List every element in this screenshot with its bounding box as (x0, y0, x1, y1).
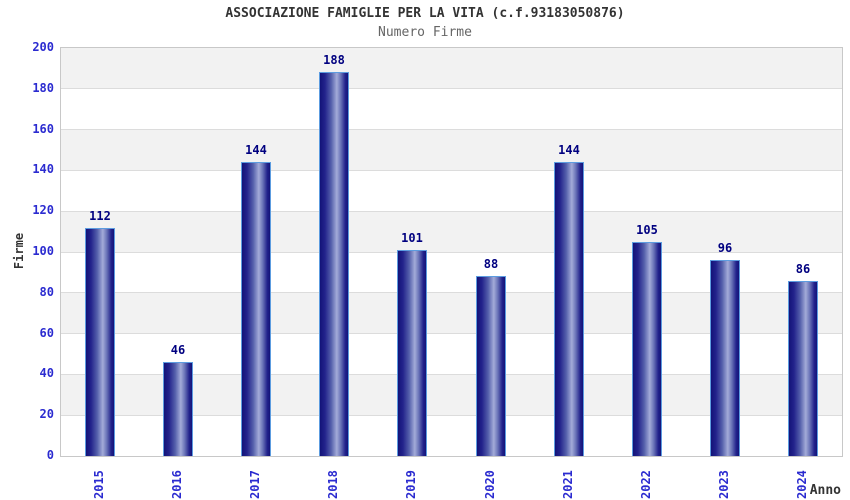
x-tick-label: 2019 (404, 470, 418, 499)
x-tick-label: 2021 (561, 470, 575, 499)
y-tick-label: 20 (39, 407, 54, 422)
x-tick-label: 2016 (170, 470, 184, 499)
grid-band (61, 416, 842, 457)
x-tick-label: 2023 (717, 470, 731, 499)
y-axis-title: Firme (12, 232, 26, 270)
grid-band (61, 334, 842, 376)
grid-band (61, 48, 842, 89)
grid-band (61, 252, 842, 294)
y-tick-label: 60 (39, 325, 54, 340)
chart-title: ASSOCIAZIONE FAMIGLIE PER LA VITA (c.f.9… (225, 6, 625, 21)
x-tick-label: 2018 (326, 470, 340, 499)
x-tick-label: 2015 (92, 470, 106, 499)
x-tick-label: 2020 (483, 470, 497, 499)
y-tick-label: 140 (32, 162, 54, 177)
x-tick-label: 2017 (248, 470, 262, 499)
grid-band (61, 211, 842, 253)
chart-subtitle: Numero Firme (378, 25, 472, 40)
grid-band (61, 129, 842, 171)
y-tick-label: 200 (32, 40, 54, 54)
y-tick-label: 120 (32, 203, 54, 218)
x-tick-label: 2022 (639, 470, 653, 499)
grid-band (61, 170, 842, 212)
y-tick-label: 0 (46, 448, 54, 462)
y-tick-label: 100 (32, 244, 54, 258)
grid-band (61, 293, 842, 335)
y-tick-label: 40 (39, 366, 54, 381)
x-axis-title: Anno (809, 483, 841, 498)
y-tick-label: 160 (32, 121, 54, 136)
grid-band (61, 88, 842, 130)
y-tick-label: 80 (39, 284, 54, 299)
grid-band (61, 375, 842, 417)
y-tick-label: 180 (32, 80, 54, 95)
plot-area (60, 47, 843, 457)
x-tick-label: 2024 (795, 470, 809, 499)
